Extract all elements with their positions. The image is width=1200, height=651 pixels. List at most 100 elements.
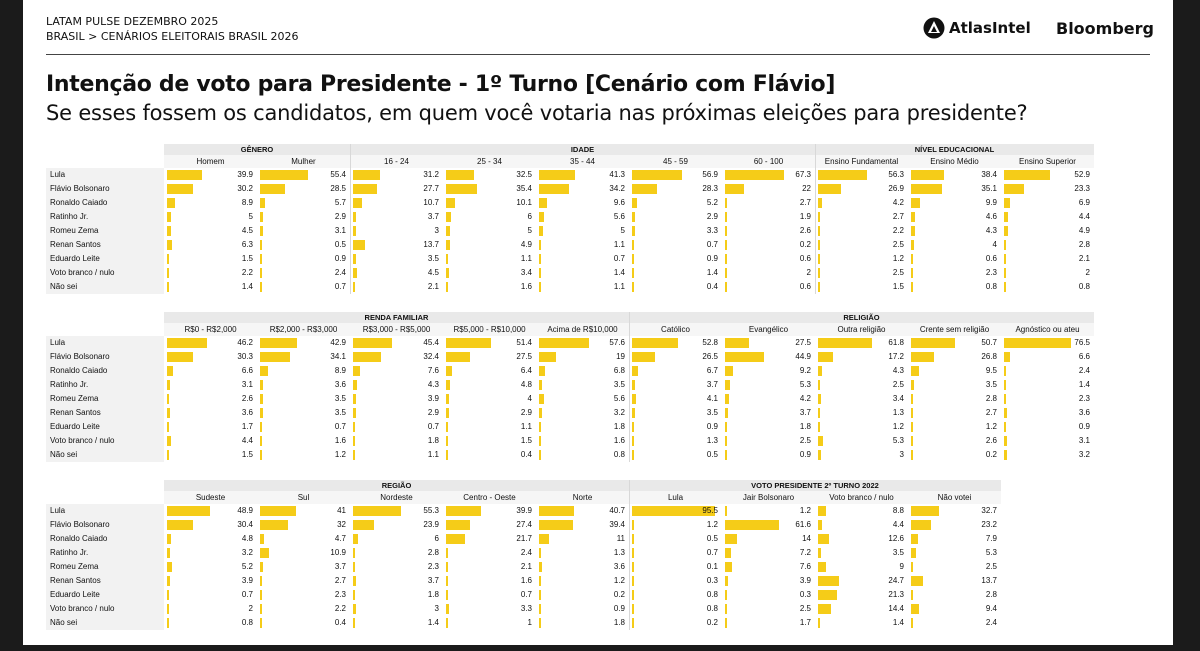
data-cell: 4.9 <box>443 238 536 252</box>
value-label: 2.6 <box>985 436 997 445</box>
value-bar <box>260 198 265 208</box>
column-header: Evangélico <box>748 325 789 334</box>
value-label: 4.7 <box>334 534 346 543</box>
value-bar <box>167 184 194 194</box>
value-bar <box>725 184 745 194</box>
data-cell: 8.9 <box>257 364 350 378</box>
value-label: 2.7 <box>892 212 904 221</box>
value-bar <box>818 422 820 432</box>
value-bar <box>725 408 729 418</box>
value-label: 4.1 <box>706 394 718 403</box>
value-label: 28.3 <box>702 184 718 193</box>
value-bar <box>446 520 470 530</box>
value-label: 61.8 <box>888 338 904 347</box>
data-cell: 2.5 <box>815 378 908 392</box>
value-bar <box>260 352 290 362</box>
value-bar <box>539 394 544 404</box>
data-cell: 1.4 <box>1001 378 1094 392</box>
data-cell: 4.4 <box>815 518 908 532</box>
row-label: Renan Santos <box>50 408 101 417</box>
row-label: Ronaldo Caiado <box>50 366 108 375</box>
value-label: 3.3 <box>706 226 718 235</box>
value-label: 52.9 <box>1074 170 1090 179</box>
value-bar <box>353 506 402 516</box>
data-cell: 1.2 <box>536 574 629 588</box>
data-cell: 6.9 <box>1001 196 1094 210</box>
value-label: 40.7 <box>609 506 625 515</box>
data-cell: 95.5 <box>629 504 722 518</box>
value-label: 0.9 <box>613 604 625 613</box>
data-cell: 2.1 <box>443 560 536 574</box>
value-bar <box>725 422 727 432</box>
value-bar <box>446 576 448 586</box>
data-cell: 17.2 <box>815 350 908 364</box>
value-bar <box>725 380 730 390</box>
data-cell: 3.5 <box>536 378 629 392</box>
value-label: 2.7 <box>334 576 346 585</box>
data-cell: 5.6 <box>536 392 629 406</box>
value-bar <box>167 576 171 586</box>
value-bar <box>353 450 355 460</box>
value-label: 52.8 <box>702 338 718 347</box>
data-cell: 13.7 <box>350 238 443 252</box>
data-cell: 27.5 <box>722 336 815 350</box>
row-label: Renan Santos <box>50 240 101 249</box>
value-bar <box>539 380 543 390</box>
data-cell: 52.8 <box>629 336 722 350</box>
value-label: 1.2 <box>613 576 625 585</box>
value-bar <box>818 254 820 264</box>
data-cell: 5 <box>536 224 629 238</box>
data-cell: 32.7 <box>908 504 1001 518</box>
value-label: 10.1 <box>516 198 532 207</box>
value-bar <box>725 212 727 222</box>
data-cell: 3.7 <box>629 378 722 392</box>
value-bar <box>167 618 169 628</box>
data-cell: 1.6 <box>536 434 629 448</box>
value-bar <box>353 198 363 208</box>
data-cell: 28.5 <box>257 182 350 196</box>
value-label: 46.2 <box>237 338 253 347</box>
column-header: Norte <box>572 493 593 502</box>
value-label: 0.2 <box>706 618 718 627</box>
value-label: 2.9 <box>520 408 532 417</box>
data-cell: 2.1 <box>1001 252 1094 266</box>
data-cell: 2.4 <box>257 266 350 280</box>
data-cell: 1.6 <box>443 280 536 294</box>
value-bar <box>539 170 575 180</box>
value-label: 1.8 <box>613 618 625 627</box>
value-bar <box>911 338 956 348</box>
value-label: 3.5 <box>706 408 718 417</box>
data-cell: 5.7 <box>257 196 350 210</box>
value-bar <box>167 282 169 292</box>
value-bar <box>632 380 636 390</box>
value-bar <box>539 226 544 236</box>
value-label: 0.4 <box>334 618 346 627</box>
data-cell: 0.6 <box>722 280 815 294</box>
value-label: 1.9 <box>799 212 811 221</box>
value-bar <box>632 618 634 628</box>
data-cell: 3.4 <box>443 266 536 280</box>
value-label: 1.3 <box>613 548 625 557</box>
data-cell: 1.4 <box>164 280 257 294</box>
value-label: 0.4 <box>706 282 718 291</box>
data-cell: 1.8 <box>536 420 629 434</box>
value-bar <box>260 212 263 222</box>
group-header-row: REGIÃO VOTO PRESIDENTE 2º TURNO 2022 <box>164 480 1001 491</box>
value-label: 0.8 <box>613 450 625 459</box>
data-cell: 0.7 <box>629 238 722 252</box>
value-bar <box>167 506 210 516</box>
value-bar <box>632 548 634 558</box>
value-label: 1.2 <box>799 506 811 515</box>
value-label: 6 <box>527 212 532 221</box>
data-cell: 4.9 <box>1001 224 1094 238</box>
value-label: 21.7 <box>516 534 532 543</box>
data-cell: 34.2 <box>536 182 629 196</box>
data-cell: 1.4 <box>815 616 908 630</box>
value-label: 3.6 <box>334 380 346 389</box>
data-cell: 4 <box>443 392 536 406</box>
value-label: 1.3 <box>706 436 718 445</box>
value-label: 27.4 <box>516 520 532 529</box>
value-bar <box>911 576 923 586</box>
data-cell: 3 <box>815 448 908 462</box>
data-cell: 1.2 <box>908 420 1001 434</box>
